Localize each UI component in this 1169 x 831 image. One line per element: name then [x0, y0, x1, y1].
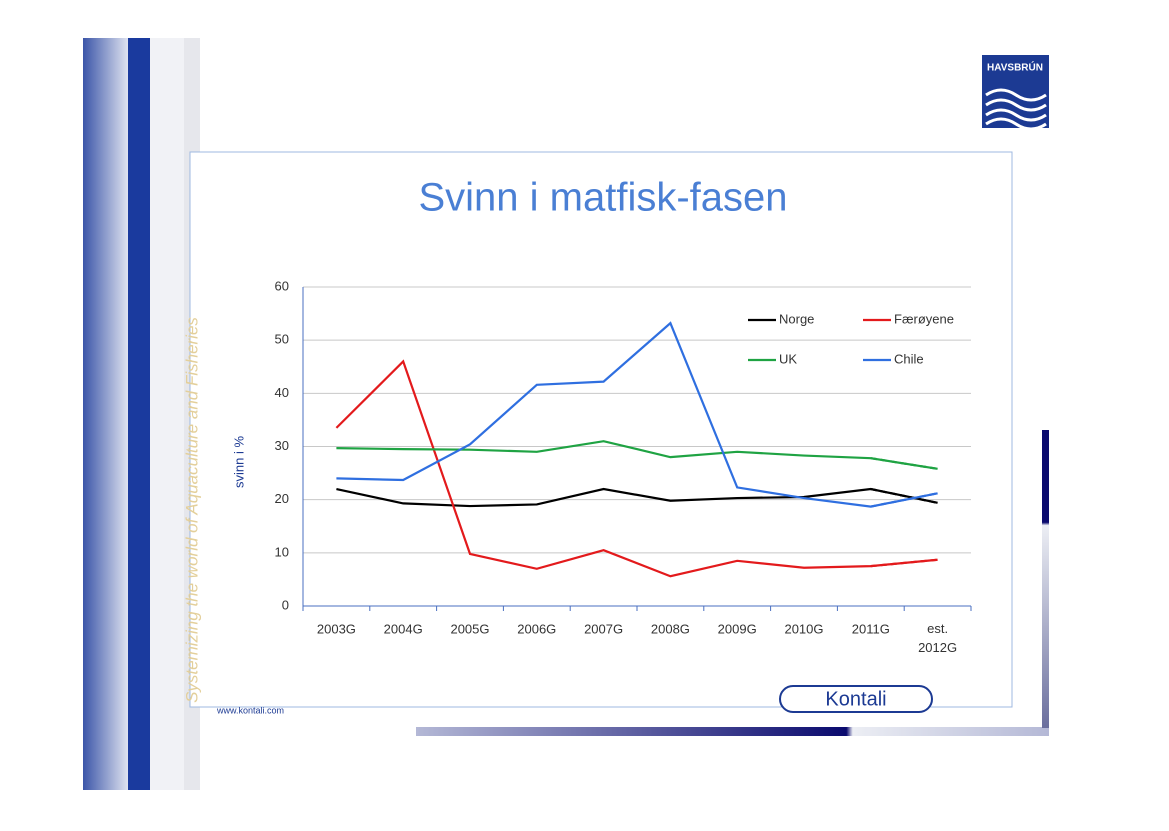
- y-tick-label: 30: [275, 438, 289, 453]
- tagline: Systemizing the world of Aquaculture and…: [182, 317, 201, 703]
- x-tick-label: 2011G: [852, 621, 890, 636]
- series-line: [336, 321, 938, 508]
- brand: Kontali: [825, 688, 886, 710]
- series-line: [870, 457, 938, 470]
- y-axis-label: svinn i %: [231, 436, 246, 488]
- x-tick-label: 2006G: [517, 621, 556, 636]
- x-tick-label: 2007G: [584, 621, 623, 636]
- logo: HAVSBRÚN: [987, 61, 1043, 74]
- series-line: [335, 359, 938, 578]
- x-tick-label: 2005G: [450, 621, 489, 636]
- x-tick-label: est. 2012G: [918, 621, 957, 655]
- x-tick-label: 2003G: [317, 621, 356, 636]
- x-tick-label: 2004G: [384, 621, 423, 636]
- legend-label: Færøyene: [894, 311, 954, 326]
- website: www.kontali.com: [216, 705, 284, 715]
- x-tick-label: 2008G: [651, 621, 690, 636]
- legend-label: Chile: [894, 351, 924, 366]
- series-line: [336, 487, 938, 508]
- y-tick-label: 0: [282, 597, 289, 612]
- series-line: [336, 440, 938, 470]
- y-tick-label: 60: [275, 278, 289, 293]
- legend-label: Norge: [779, 311, 814, 326]
- legend-label: UK: [779, 351, 797, 366]
- y-tick-label: 10: [275, 544, 289, 559]
- series-line: [870, 487, 938, 504]
- y-tick-label: 40: [275, 385, 289, 400]
- x-tick-label: 2010G: [784, 621, 823, 636]
- series-line: [870, 492, 938, 508]
- series-line: [870, 558, 938, 568]
- x-tick-label: 2009G: [718, 621, 757, 636]
- y-tick-label: 50: [275, 332, 289, 347]
- y-tick-label: 20: [275, 491, 289, 506]
- chart-title: Svinn i matfisk-fasen: [418, 176, 787, 220]
- decoration: [83, 38, 1049, 790]
